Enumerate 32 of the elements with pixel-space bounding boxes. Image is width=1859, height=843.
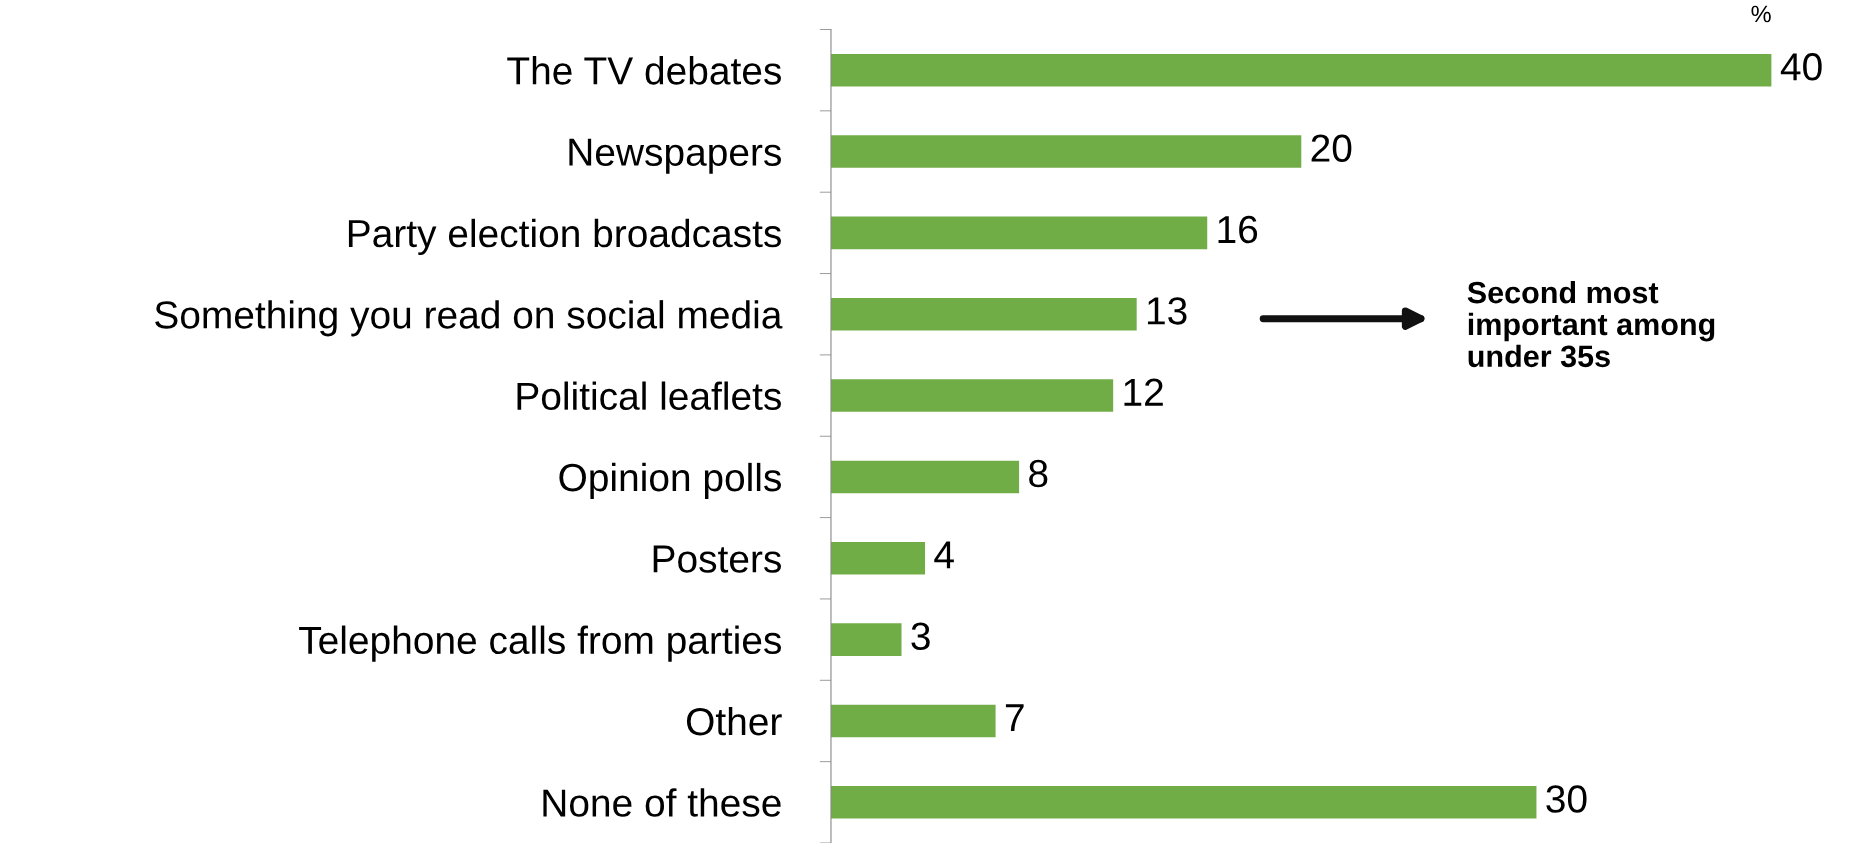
data-label: 20 bbox=[1311, 134, 1352, 162]
data-label: 16 bbox=[1218, 215, 1258, 244]
y-tick-label: The TV debates bbox=[507, 56, 781, 85]
bar bbox=[830, 460, 1020, 494]
y-tick-label: Opinion polls bbox=[559, 462, 781, 500]
bar bbox=[830, 216, 1208, 250]
data-label: 4 bbox=[934, 541, 954, 569]
y-tick-label: Posters bbox=[653, 545, 781, 573]
data-label: 40 bbox=[1780, 53, 1822, 81]
data-label: 13 bbox=[1147, 297, 1187, 325]
data-label: 7 bbox=[1005, 704, 1024, 732]
data-label: 30 bbox=[1546, 785, 1587, 813]
bar bbox=[830, 542, 926, 575]
y-tick-label: Party election broadcasts bbox=[348, 218, 781, 256]
y-tick-label: Newspapers bbox=[569, 138, 781, 174]
y-tick-label: Telephone calls from parties bbox=[299, 625, 781, 662]
bar bbox=[830, 786, 1537, 819]
bar bbox=[830, 704, 996, 738]
text: % bbox=[1751, 5, 1771, 23]
y-tick-label: Political leaflets bbox=[517, 381, 781, 411]
bar bbox=[830, 623, 902, 656]
bar bbox=[830, 379, 1114, 412]
data-label: 3 bbox=[911, 622, 930, 651]
bar bbox=[830, 297, 1137, 331]
annotation: Second most important among under 35s bbox=[1467, 280, 1715, 368]
bar bbox=[830, 135, 1302, 168]
bar bbox=[830, 53, 1772, 87]
data-label: 12 bbox=[1124, 378, 1163, 406]
data-label: 8 bbox=[1029, 459, 1048, 488]
y-tick-label: None of these bbox=[543, 788, 781, 817]
y-tick-label: Something you read on social media bbox=[155, 300, 783, 337]
y-tick-label: Other bbox=[686, 706, 782, 736]
